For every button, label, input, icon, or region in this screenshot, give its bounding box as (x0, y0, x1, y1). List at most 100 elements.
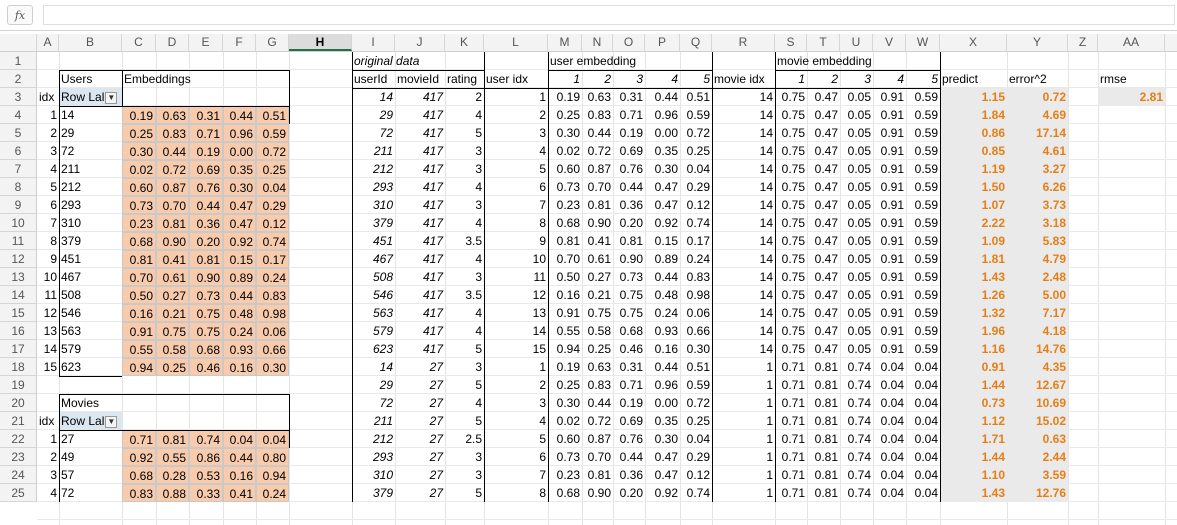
movie-embedding-lookup-cell[interactable]: 0.74 (847, 468, 871, 482)
movie-embedding-lookup-cell[interactable]: 0.05 (847, 180, 871, 194)
user-idx-lookup-cell[interactable]: 14 (532, 324, 546, 338)
movie-embedding-lookup-cell[interactable]: 0.04 (880, 450, 904, 464)
movieid-cell[interactable]: 417 (422, 126, 443, 140)
rmse-value[interactable]: 2.81 (1098, 88, 1165, 106)
movie-embedding-cell[interactable]: 0.94 (256, 466, 289, 484)
userid-cell[interactable]: 563 (372, 306, 393, 320)
predict-cell[interactable]: 1.43 (940, 484, 1007, 502)
predict-cell[interactable]: 1.84 (940, 106, 1007, 124)
user-idx-cell[interactable]: 12 (43, 306, 57, 320)
movieid-cell[interactable]: 417 (422, 342, 443, 356)
row-header-6[interactable]: 6 (0, 142, 37, 160)
movie-idx-cell[interactable]: 2 (50, 450, 57, 464)
user-idx-cell[interactable]: 14 (43, 342, 57, 356)
movie-embedding-lookup-cell[interactable]: 0.81 (814, 360, 838, 374)
user-embedding-cell[interactable]: 0.23 (122, 214, 156, 232)
movie-embedding-lookup-cell[interactable]: 0.91 (880, 288, 904, 302)
user-embedding-lookup-cell[interactable]: 0.83 (587, 108, 611, 122)
movieid-cell[interactable]: 27 (429, 486, 443, 500)
user-embedding-lookup-cell[interactable]: 0.90 (619, 252, 643, 266)
user-embedding-cell[interactable]: 0.44 (223, 106, 256, 124)
select-all-corner[interactable] (0, 34, 37, 51)
user-embedding-lookup-cell[interactable]: 0.04 (686, 162, 710, 176)
movie-embedding-lookup-cell[interactable]: 0.59 (914, 252, 938, 266)
user-id-cell[interactable]: 623 (61, 360, 82, 374)
movie-embedding-lookup-cell[interactable]: 0.91 (880, 144, 904, 158)
rating-cell[interactable]: 4 (475, 396, 482, 410)
movie-idx-lookup-cell[interactable]: 14 (759, 180, 773, 194)
movie-embedding-lookup-cell[interactable]: 0.74 (847, 432, 871, 446)
row-header-7[interactable]: 7 (0, 160, 37, 178)
user-idx-lookup-cell[interactable]: 1 (539, 90, 546, 104)
movie-embedding-cell[interactable]: 0.83 (122, 484, 156, 502)
movieid-cell[interactable]: 417 (422, 306, 443, 320)
user-idx-cell[interactable]: 9 (50, 252, 57, 266)
user-embedding-lookup-cell[interactable]: 0.04 (686, 432, 710, 446)
movie-embedding-lookup-cell[interactable]: 0.71 (781, 468, 805, 482)
column-header-t[interactable]: T (807, 34, 840, 51)
user-embedding-cell[interactable]: 0.75 (156, 322, 189, 340)
predict-cell[interactable]: 1.44 (940, 376, 1007, 394)
rating-cell[interactable]: 3 (475, 450, 482, 464)
user-embedding-lookup-cell[interactable]: 0.81 (556, 234, 580, 248)
user-embedding-lookup-cell[interactable]: 0.35 (654, 144, 678, 158)
row-header-17[interactable]: 17 (0, 340, 37, 358)
user-idx-cell[interactable]: 8 (50, 234, 57, 248)
user-embedding-cell[interactable]: 0.96 (223, 124, 256, 142)
row-header-5[interactable]: 5 (0, 124, 37, 142)
predict-cell[interactable]: 1.10 (940, 466, 1007, 484)
user-embedding-lookup-cell[interactable]: 0.25 (686, 144, 710, 158)
user-id-cell[interactable]: 14 (61, 108, 75, 122)
movie-embedding-lookup-cell[interactable]: 0.59 (914, 342, 938, 356)
movie-idx-cell[interactable]: 1 (50, 432, 57, 446)
user-embedding-cell[interactable]: 0.55 (122, 340, 156, 358)
user-embedding-lookup-cell[interactable]: 0.12 (686, 468, 710, 482)
user-embedding-lookup-cell[interactable]: 0.36 (619, 468, 643, 482)
user-embedding-lookup-cell[interactable]: 0.76 (619, 432, 643, 446)
user-embedding-cell[interactable]: 0.70 (122, 268, 156, 286)
user-idx-cell[interactable]: 5 (50, 180, 57, 194)
movie-embedding-lookup-cell[interactable]: 0.04 (914, 468, 938, 482)
user-embedding-cell[interactable]: 0.83 (156, 124, 189, 142)
movie-embedding-lookup-cell[interactable]: 0.91 (880, 90, 904, 104)
userid-cell[interactable]: 546 (372, 288, 393, 302)
movie-embedding-lookup-cell[interactable]: 0.81 (814, 396, 838, 410)
user-embedding-lookup-cell[interactable]: 0.19 (556, 360, 580, 374)
user-idx-lookup-cell[interactable]: 13 (532, 306, 546, 320)
user-embedding-lookup-cell[interactable]: 0.81 (587, 468, 611, 482)
movieid-cell[interactable]: 417 (422, 234, 443, 248)
rating-cell[interactable]: 5 (475, 486, 482, 500)
movieid-cell[interactable]: 417 (422, 90, 443, 104)
user-embedding-lookup-cell[interactable]: 0.72 (686, 126, 710, 140)
movie-embedding-lookup-cell[interactable]: 0.59 (914, 234, 938, 248)
movie-embedding-cell[interactable]: 0.86 (189, 448, 223, 466)
userid-cell[interactable]: 29 (379, 108, 393, 122)
user-embedding-cell[interactable]: 0.73 (122, 196, 156, 214)
user-embedding-lookup-cell[interactable]: 0.63 (587, 90, 611, 104)
formula-input[interactable] (43, 5, 1175, 25)
user-idx-lookup-cell[interactable]: 3 (539, 126, 546, 140)
user-idx-lookup-cell[interactable]: 3 (539, 396, 546, 410)
predict-cell[interactable]: 1.43 (940, 268, 1007, 286)
movieid-cell[interactable]: 417 (422, 288, 443, 302)
user-embedding-cell[interactable]: 0.51 (256, 106, 289, 124)
user-embedding-cell[interactable]: 0.90 (156, 232, 189, 250)
movieid-cell[interactable]: 417 (422, 144, 443, 158)
movie-embedding-lookup-cell[interactable]: 0.47 (814, 216, 838, 230)
movie-embedding-lookup-cell[interactable]: 0.47 (814, 198, 838, 212)
movieid-cell[interactable]: 417 (422, 162, 443, 176)
userid-cell[interactable]: 623 (372, 342, 393, 356)
movie-embedding-lookup-cell[interactable]: 0.71 (781, 360, 805, 374)
user-idx-lookup-cell[interactable]: 4 (539, 414, 546, 428)
user-embedding-lookup-cell[interactable]: 0.72 (686, 396, 710, 410)
predict-cell[interactable]: 1.26 (940, 286, 1007, 304)
user-embedding-lookup-cell[interactable]: 0.75 (619, 288, 643, 302)
user-embedding-lookup-cell[interactable]: 0.68 (619, 324, 643, 338)
movie-embedding-lookup-cell[interactable]: 0.75 (781, 288, 805, 302)
movie-embedding-lookup-cell[interactable]: 0.91 (880, 342, 904, 356)
column-header-h[interactable]: H (289, 34, 352, 51)
rating-cell[interactable]: 3 (475, 360, 482, 374)
movie-embedding-lookup-cell[interactable]: 0.59 (914, 216, 938, 230)
user-embedding-lookup-cell[interactable]: 0.68 (556, 216, 580, 230)
user-embedding-lookup-cell[interactable]: 0.51 (686, 90, 710, 104)
